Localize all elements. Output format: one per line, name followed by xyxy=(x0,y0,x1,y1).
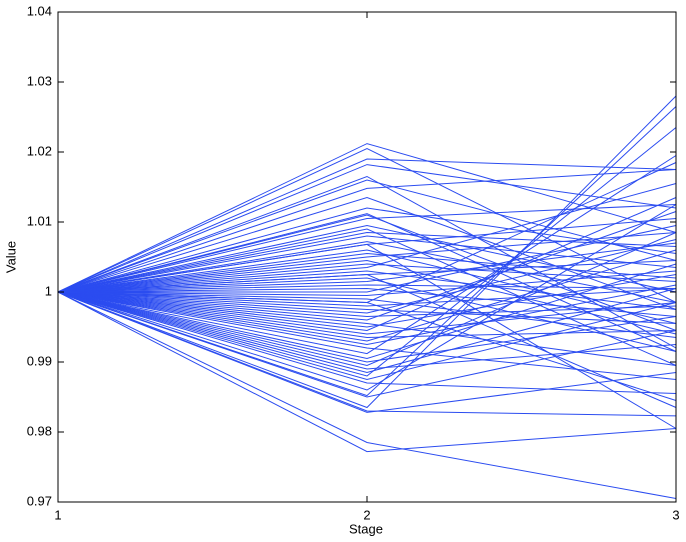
x-tick-label: 1 xyxy=(54,507,61,522)
series-line xyxy=(57,242,677,293)
series-line xyxy=(57,288,677,307)
y-tick-label: 0.97 xyxy=(27,493,52,508)
series-line xyxy=(57,213,677,352)
y-tick-label: 1 xyxy=(45,283,52,298)
series-line xyxy=(57,291,677,381)
series-line xyxy=(57,95,677,409)
series-line xyxy=(57,155,677,355)
series-line xyxy=(57,252,677,293)
series-line xyxy=(57,235,677,293)
series-line xyxy=(57,175,677,349)
x-axis-label: Stage xyxy=(349,521,383,536)
series-line xyxy=(57,204,677,391)
series-line xyxy=(57,249,677,342)
series-line xyxy=(57,270,677,310)
series-line xyxy=(57,274,677,328)
series-line xyxy=(57,243,677,429)
series-line xyxy=(57,179,677,293)
series-line xyxy=(57,239,677,314)
series-line xyxy=(57,196,677,310)
series-line xyxy=(57,291,677,398)
series-line xyxy=(57,291,677,453)
x-tick-label: 2 xyxy=(363,507,370,522)
y-tick-label: 0.99 xyxy=(27,353,52,368)
series-line xyxy=(57,207,677,293)
series-line xyxy=(57,291,677,324)
series-line xyxy=(57,273,677,408)
series-line xyxy=(57,291,677,335)
series-line xyxy=(57,249,677,324)
series-line xyxy=(57,263,677,293)
series-line xyxy=(57,158,677,293)
series-line xyxy=(57,288,677,374)
series-line xyxy=(57,270,677,297)
series-line xyxy=(57,228,677,366)
series-line xyxy=(57,291,677,318)
series-line xyxy=(57,183,677,293)
series-line xyxy=(57,291,677,401)
series-line xyxy=(57,291,677,363)
series-line xyxy=(57,211,677,321)
y-tick-label: 1.04 xyxy=(27,3,52,18)
series-line xyxy=(57,284,677,293)
series-line xyxy=(57,291,677,499)
series-line xyxy=(57,291,677,339)
series-line xyxy=(57,291,677,338)
series-line xyxy=(57,232,677,367)
y-tick-label: 1.01 xyxy=(27,213,52,228)
y-tick-label: 1.02 xyxy=(27,143,52,158)
series-line xyxy=(57,197,677,332)
series-line xyxy=(57,169,677,293)
series-line xyxy=(57,291,677,380)
series-line xyxy=(57,204,677,293)
y-tick-label: 1.03 xyxy=(27,73,52,88)
series-line xyxy=(57,291,677,413)
series-line xyxy=(57,147,677,303)
series-line xyxy=(57,291,677,366)
series-line xyxy=(57,287,677,317)
series-line xyxy=(57,232,677,293)
series-line xyxy=(57,164,677,293)
series-line xyxy=(57,263,677,360)
series-line xyxy=(57,127,677,377)
y-tick-label: 0.98 xyxy=(27,423,52,438)
series-line xyxy=(57,291,677,394)
series-line xyxy=(57,241,677,303)
series-line xyxy=(57,277,677,352)
x-tick-label: 3 xyxy=(672,507,679,522)
y-axis-label: Value xyxy=(3,241,18,273)
series-line xyxy=(57,284,677,346)
